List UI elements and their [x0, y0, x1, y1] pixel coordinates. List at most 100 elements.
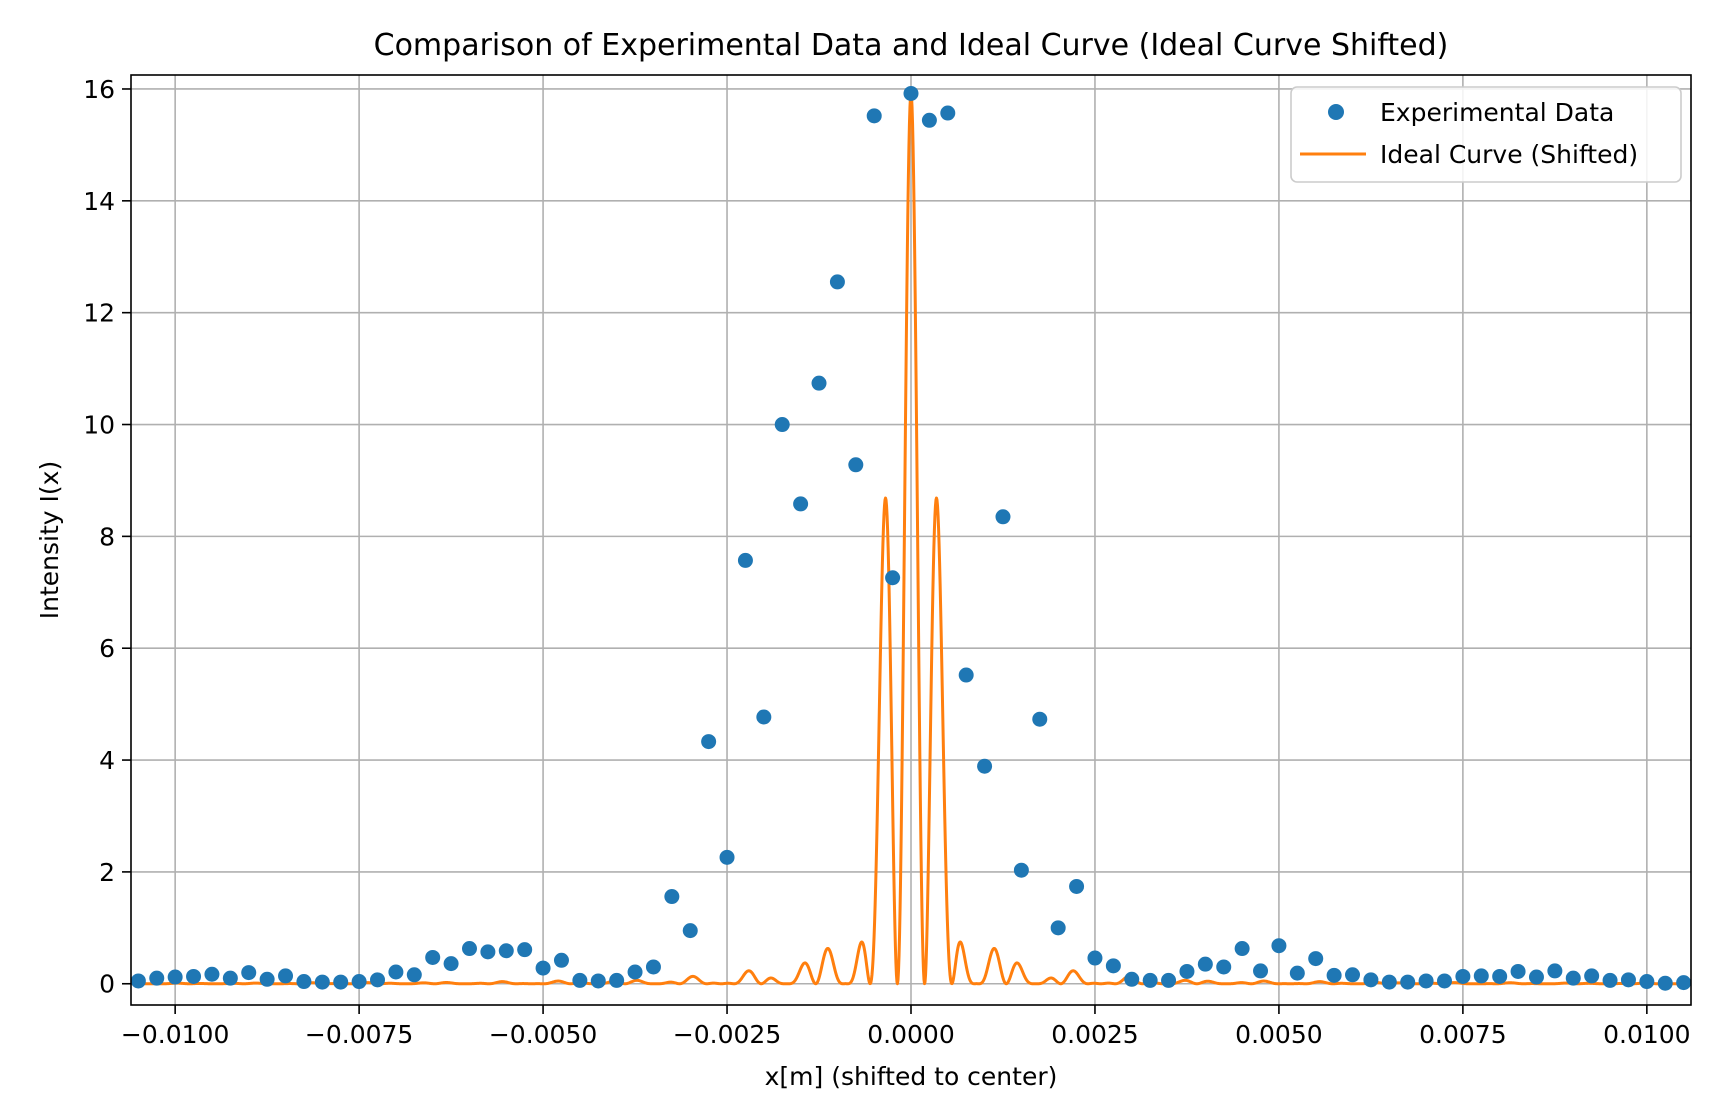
- experimental-data-point: [572, 972, 588, 988]
- experimental-data-point: [1234, 941, 1250, 957]
- experimental-data-point: [535, 960, 551, 976]
- y-axis-ticks: 0 2 4 6 8 10 12 14 16: [83, 75, 131, 999]
- experimental-data-point: [296, 974, 312, 990]
- experimental-data-point: [995, 509, 1011, 525]
- experimental-data-point: [1547, 963, 1563, 979]
- experimental-data-point: [1418, 973, 1434, 989]
- x-tick-label: −0.0100: [121, 1020, 229, 1049]
- experimental-data-point: [719, 849, 735, 865]
- experimental-data-point: [958, 667, 974, 683]
- experimental-data-point: [1528, 969, 1544, 985]
- experimental-data-point: [1492, 968, 1508, 984]
- experimental-data-point: [590, 973, 606, 989]
- experimental-data-point: [1013, 862, 1029, 878]
- points-layer: [130, 85, 1692, 991]
- y-tick-label: 2: [99, 858, 115, 887]
- experimental-data-point: [1308, 951, 1324, 967]
- experimental-data-point: [461, 941, 477, 957]
- experimental-data-point: [627, 964, 643, 980]
- experimental-data-point: [1289, 965, 1305, 981]
- experimental-data-point: [645, 959, 661, 975]
- experimental-data-point: [1179, 963, 1195, 979]
- experimental-data-point: [977, 758, 993, 774]
- legend-label-ideal: Ideal Curve (Shifted): [1380, 140, 1638, 169]
- experimental-data-point: [1676, 975, 1692, 991]
- experimental-data-point: [333, 974, 349, 990]
- experimental-data-point: [903, 85, 919, 101]
- y-tick-label: 6: [99, 634, 115, 663]
- experimental-data-point: [701, 734, 717, 750]
- experimental-data-point: [1326, 967, 1342, 983]
- experimental-data-point: [609, 972, 625, 988]
- experimental-data-point: [149, 970, 165, 986]
- experimental-data-point: [885, 570, 901, 586]
- experimental-data-point: [388, 964, 404, 980]
- experimental-data-point: [921, 112, 937, 128]
- chart-title: Comparison of Experimental Data and Idea…: [374, 28, 1449, 63]
- experimental-data-point: [1271, 938, 1287, 954]
- y-tick-label: 8: [99, 522, 115, 551]
- experimental-data-point: [1363, 972, 1379, 988]
- experimental-data-point: [866, 108, 882, 124]
- experimental-data-point: [1087, 950, 1103, 966]
- experimental-data-point: [130, 973, 146, 989]
- y-tick-label: 10: [83, 411, 115, 440]
- experimental-data-point: [553, 952, 569, 968]
- experimental-data-point: [848, 457, 864, 473]
- experimental-data-point: [204, 966, 220, 982]
- experimental-data-point: [517, 942, 533, 958]
- experimental-data-point: [370, 972, 386, 988]
- experimental-data-point: [1657, 975, 1673, 991]
- experimental-data-point: [811, 375, 827, 391]
- experimental-data-point: [737, 552, 753, 568]
- experimental-data-point: [1197, 956, 1213, 972]
- experimental-data-point: [1584, 968, 1600, 984]
- experimental-data-point: [259, 971, 275, 987]
- experimental-data-point: [940, 105, 956, 121]
- experimental-data-point: [1436, 973, 1452, 989]
- experimental-data-point: [1105, 958, 1121, 974]
- x-tick-label: 0.0100: [1603, 1020, 1690, 1049]
- y-tick-label: 4: [99, 746, 115, 775]
- experimental-data-point: [1253, 963, 1269, 979]
- experimental-data-point: [241, 965, 257, 981]
- x-tick-label: −0.0050: [489, 1020, 597, 1049]
- x-tick-label: 0.0000: [867, 1020, 954, 1049]
- experimental-data-point: [1473, 968, 1489, 984]
- experimental-data-point: [443, 956, 459, 972]
- experimental-data-point: [1400, 974, 1416, 990]
- experimental-data-point: [1565, 970, 1581, 986]
- experimental-data-point: [498, 943, 514, 959]
- experimental-data-point: [1124, 971, 1140, 987]
- experimental-data-point: [1639, 974, 1655, 990]
- x-axis-label: x[m] (shifted to center): [765, 1062, 1058, 1091]
- experimental-data-point: [278, 968, 294, 984]
- experimental-data-point: [756, 709, 772, 725]
- y-tick-label: 16: [83, 75, 115, 104]
- experimental-data-point: [351, 974, 367, 990]
- experimental-data-point: [480, 944, 496, 960]
- experimental-data-point: [1620, 972, 1636, 988]
- experimental-data-point: [1216, 959, 1232, 975]
- experimental-data-point: [1602, 972, 1618, 988]
- experimental-data-point: [406, 967, 422, 983]
- experimental-data-point: [1142, 972, 1158, 988]
- legend-marker-experimental: [1328, 104, 1344, 120]
- experimental-data-point: [222, 970, 238, 986]
- experimental-data-point: [1069, 878, 1085, 894]
- experimental-data-point: [186, 968, 202, 984]
- x-tick-label: −0.0075: [305, 1020, 413, 1049]
- experimental-data-point: [793, 496, 809, 512]
- y-axis-label: Intensity I(x): [35, 461, 64, 619]
- y-tick-label: 12: [83, 299, 115, 328]
- x-axis-ticks: −0.0100 −0.0075 −0.0050 −0.0025 0.0000 0.0025…: [121, 1005, 1691, 1049]
- y-tick-label: 0: [99, 970, 115, 999]
- experimental-data-point: [829, 274, 845, 290]
- experimental-data-point: [664, 889, 680, 905]
- x-tick-label: 0.0025: [1051, 1020, 1138, 1049]
- experimental-data-point: [1161, 972, 1177, 988]
- legend: Experimental Data Ideal Curve (Shifted): [1290, 86, 1682, 183]
- experimental-data-point: [167, 969, 183, 985]
